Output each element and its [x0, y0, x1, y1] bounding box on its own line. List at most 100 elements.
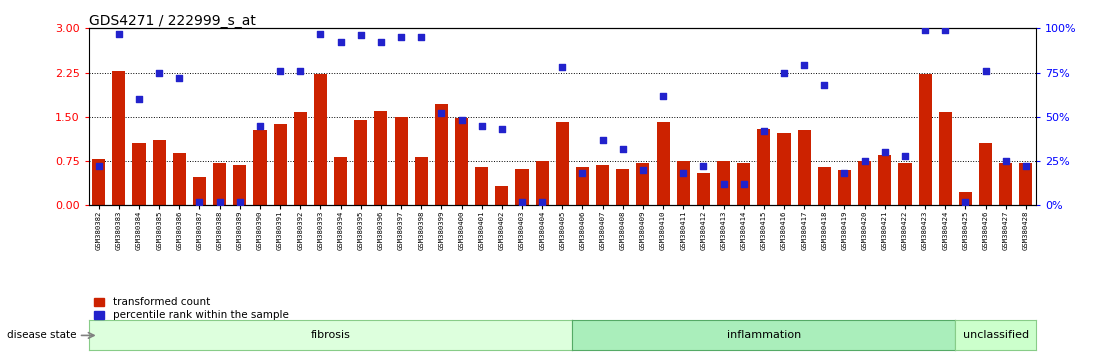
Bar	[958, 192, 972, 205]
Bar	[999, 163, 1013, 205]
Point	[252, 123, 269, 129]
Point	[695, 164, 712, 169]
Text: unclassified: unclassified	[963, 330, 1028, 341]
Text: fibrosis: fibrosis	[310, 330, 350, 341]
Point	[151, 70, 168, 75]
Bar	[475, 167, 489, 205]
Bar	[1019, 163, 1033, 205]
Point	[352, 33, 370, 38]
Bar	[616, 169, 629, 205]
Bar	[576, 167, 589, 205]
Bar	[677, 161, 690, 205]
Bar	[758, 129, 770, 205]
Point	[675, 171, 692, 176]
Bar	[133, 143, 145, 205]
Bar	[899, 163, 912, 205]
Bar	[173, 153, 186, 205]
Point	[574, 171, 592, 176]
Bar	[717, 161, 730, 205]
Bar	[657, 121, 669, 205]
Point	[896, 153, 914, 159]
Point	[936, 27, 954, 33]
Bar	[636, 163, 649, 205]
Bar	[112, 71, 125, 205]
Point	[191, 199, 208, 205]
Bar	[414, 157, 428, 205]
Bar	[697, 173, 710, 205]
Point	[453, 118, 471, 123]
Point	[956, 199, 974, 205]
Point	[533, 199, 551, 205]
Bar	[92, 159, 105, 205]
Bar	[274, 124, 287, 205]
Bar	[535, 161, 548, 205]
Legend: transformed count, percentile rank within the sample: transformed count, percentile rank withi…	[94, 297, 288, 320]
Bar	[919, 74, 932, 205]
Point	[473, 123, 491, 129]
Point	[855, 158, 873, 164]
Bar	[394, 117, 408, 205]
Bar	[737, 163, 750, 205]
Bar	[938, 112, 952, 205]
Point	[776, 70, 793, 75]
Point	[291, 68, 309, 74]
Bar	[858, 161, 871, 205]
Point	[594, 137, 612, 143]
Bar	[778, 133, 791, 205]
Text: inflammation: inflammation	[727, 330, 801, 341]
Point	[412, 34, 430, 40]
Point	[997, 158, 1015, 164]
Bar	[798, 130, 811, 205]
Bar	[355, 120, 367, 205]
Point	[916, 27, 934, 33]
Point	[796, 63, 813, 68]
Point	[392, 34, 410, 40]
Point	[553, 64, 572, 70]
Point	[432, 110, 450, 116]
Bar	[596, 165, 609, 205]
Point	[271, 68, 289, 74]
Point	[331, 40, 349, 45]
Bar	[515, 169, 529, 205]
Bar	[979, 143, 992, 205]
Bar	[294, 112, 307, 205]
Point	[171, 75, 188, 81]
Bar	[314, 74, 327, 205]
Bar	[234, 165, 246, 205]
Bar	[838, 170, 851, 205]
Point	[372, 40, 390, 45]
Point	[735, 181, 752, 187]
Bar	[193, 177, 206, 205]
Point	[977, 68, 995, 74]
Bar	[213, 163, 226, 205]
Bar	[153, 141, 166, 205]
Bar	[818, 167, 831, 205]
Point	[130, 96, 147, 102]
Point	[513, 199, 531, 205]
Bar	[879, 155, 891, 205]
Text: GDS4271 / 222999_s_at: GDS4271 / 222999_s_at	[89, 14, 256, 28]
Point	[90, 164, 107, 169]
Point	[614, 146, 632, 152]
Point	[654, 93, 671, 98]
Point	[755, 128, 772, 134]
Bar	[254, 130, 267, 205]
Point	[835, 171, 853, 176]
Bar	[334, 157, 347, 205]
Point	[815, 82, 833, 88]
Point	[715, 181, 732, 187]
Point	[493, 126, 511, 132]
Bar	[455, 118, 468, 205]
Point	[230, 199, 248, 205]
Bar	[375, 111, 388, 205]
Text: disease state: disease state	[7, 330, 76, 341]
Point	[876, 149, 894, 155]
Point	[211, 199, 228, 205]
Point	[1017, 164, 1035, 169]
Bar	[495, 187, 509, 205]
Point	[311, 31, 329, 36]
Bar	[434, 104, 448, 205]
Point	[110, 31, 127, 36]
Bar	[556, 121, 568, 205]
Point	[634, 167, 652, 173]
